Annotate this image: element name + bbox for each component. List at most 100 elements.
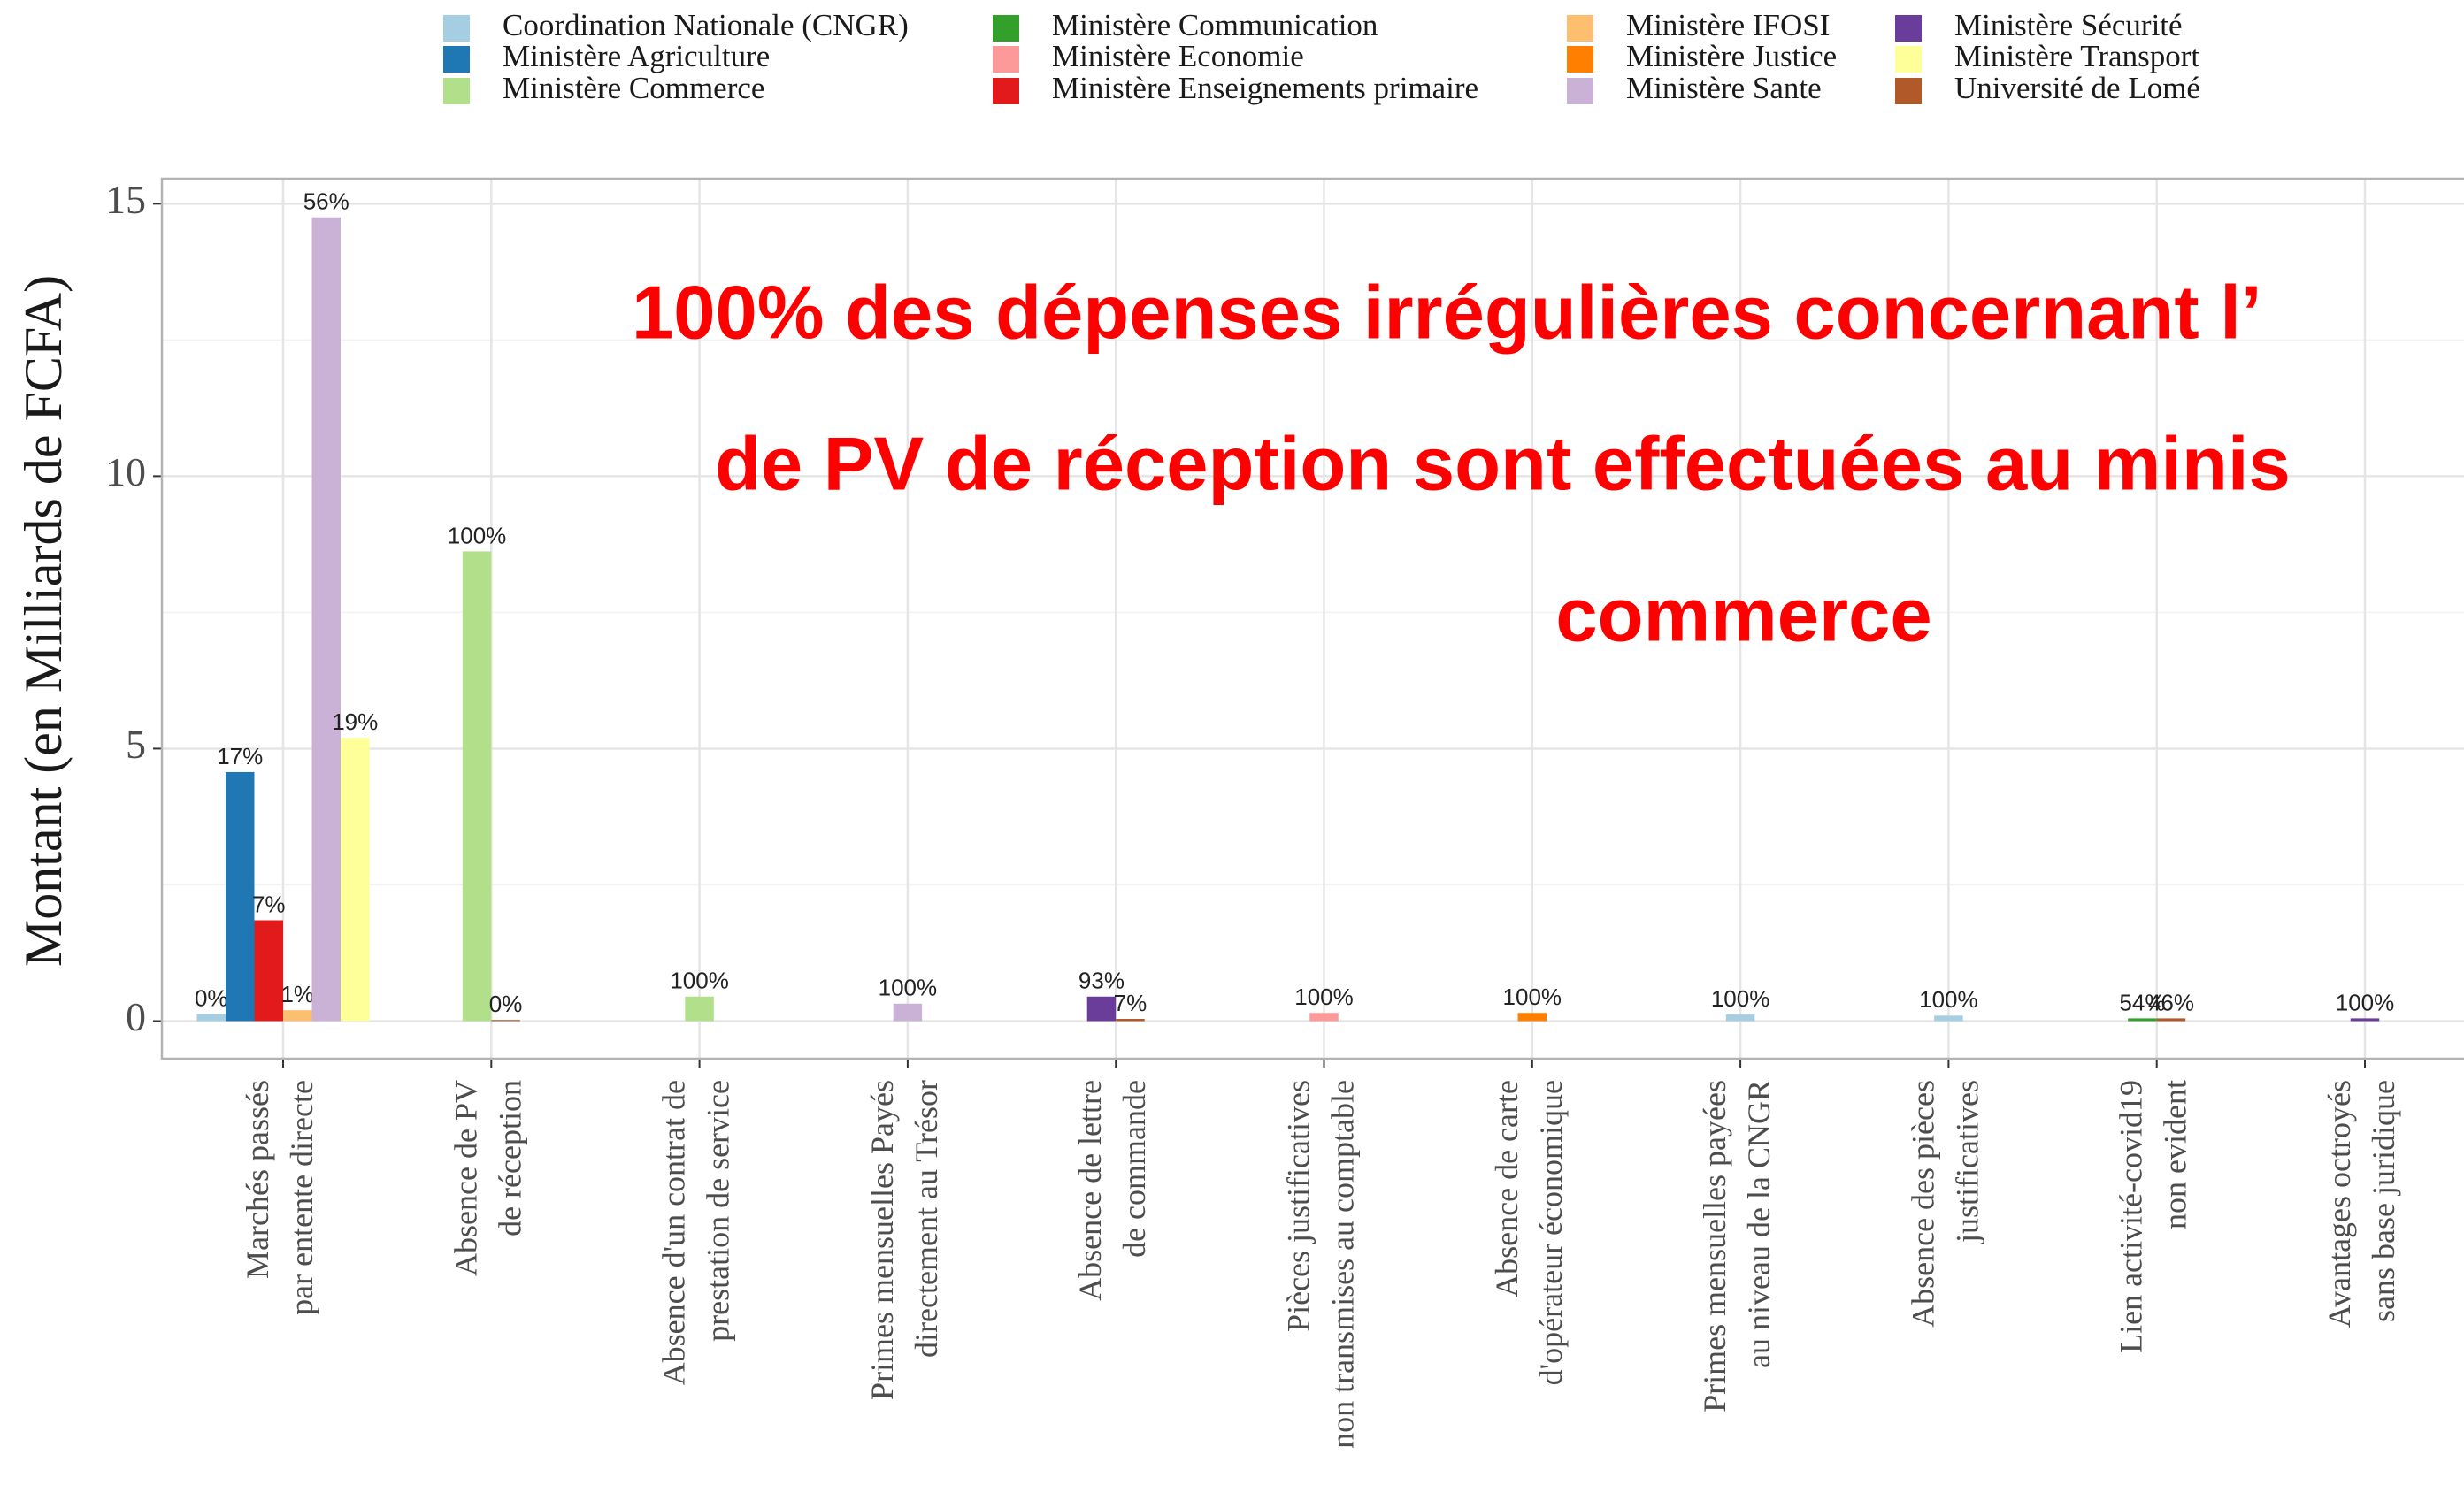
x-tick-label-line: justificatives bbox=[1950, 1080, 1985, 1244]
bar bbox=[1086, 996, 1117, 1022]
data-label: 17% bbox=[217, 743, 263, 769]
x-tick-label: Absence des pièces justificatives bbox=[1906, 1080, 1985, 1328]
x-tick-label-line: d'opérateur économique bbox=[1533, 1080, 1569, 1385]
legend-label: Ministère Enseignements primaire bbox=[1052, 71, 1478, 105]
legend-key bbox=[443, 46, 470, 73]
legend-label: Ministère Sécurité bbox=[1954, 8, 2183, 42]
data-label: 56% bbox=[303, 188, 349, 215]
x-tick-label-line: Avantages octroyés bbox=[2322, 1080, 2357, 1328]
bar bbox=[1934, 1015, 1963, 1022]
annotation: de PV de réception sont effectuées au mi… bbox=[715, 422, 2291, 506]
bar bbox=[1116, 1019, 1145, 1022]
legend-label: Ministère Economie bbox=[1052, 39, 1304, 73]
data-label: 0% bbox=[489, 991, 523, 1017]
x-tick-label-line: au niveau de la CNGR bbox=[1741, 1080, 1777, 1368]
bar bbox=[491, 1020, 520, 1022]
legend-key bbox=[443, 15, 470, 42]
bar bbox=[226, 771, 255, 1022]
bar bbox=[2350, 1018, 2380, 1022]
data-label: 7% bbox=[1114, 990, 1148, 1016]
legend-label: Ministère Commerce bbox=[503, 71, 764, 105]
bar bbox=[462, 551, 492, 1022]
legend-key bbox=[993, 46, 1019, 73]
data-label: 93% bbox=[1078, 968, 1125, 994]
data-label: 100% bbox=[448, 522, 507, 548]
data-label: 54% bbox=[2119, 989, 2165, 1015]
legend-label: Université de Lomé bbox=[1954, 71, 2200, 105]
bar bbox=[2156, 1018, 2186, 1022]
x-tick-label-line: Absence de carte bbox=[1489, 1080, 1524, 1297]
x-tick-label: Avantages octroyés sans base juridique bbox=[2322, 1080, 2401, 1328]
data-label: 100% bbox=[1503, 984, 1562, 1010]
x-tick-label: Absence de PV de réception bbox=[449, 1080, 528, 1276]
data-label: 100% bbox=[1711, 985, 1770, 1012]
data-label: 100% bbox=[2336, 989, 2395, 1015]
x-tick-label-line: Absence d'un contrat de bbox=[656, 1080, 692, 1385]
data-label: 100% bbox=[1919, 986, 1978, 1013]
x-tick-label: Absence d'un contrat de prestation de ser… bbox=[656, 1080, 736, 1385]
legend-key bbox=[443, 78, 470, 104]
x-tick-label-line: Primes mensuelles Payés bbox=[864, 1080, 900, 1400]
y-tick-label: 15 bbox=[105, 177, 146, 222]
data-label: 46% bbox=[2148, 989, 2194, 1015]
legend-label: Ministère Sante bbox=[1626, 71, 1822, 105]
x-tick-label-line: non evident bbox=[2158, 1080, 2193, 1229]
bar bbox=[311, 217, 341, 1022]
panel-border bbox=[160, 177, 2464, 1060]
x-tick-label-line: directement au Trésor bbox=[909, 1080, 944, 1358]
bar bbox=[1725, 1014, 1755, 1022]
data-label: 7% bbox=[252, 891, 286, 917]
x-tick-label-line: Pièces justificatives bbox=[1281, 1080, 1316, 1332]
legend-label: Ministère Justice bbox=[1626, 39, 1837, 73]
x-tick-label-line: non transmises au comptable bbox=[1325, 1080, 1361, 1449]
legend-label: Coordination Nationale (CNGR) bbox=[503, 8, 909, 42]
legend-key bbox=[993, 78, 1019, 104]
x-tick-label-line: sans base juridique bbox=[2366, 1080, 2401, 1322]
data-label: 100% bbox=[670, 968, 729, 994]
x-tick-label-line: Primes mensuelles payées bbox=[1697, 1080, 1732, 1412]
y-axis-title: Montant (en Milliards de FCFA) bbox=[14, 275, 73, 967]
x-tick-label: Primes mensuelles Payés directement au Tr… bbox=[864, 1080, 944, 1400]
x-tick-label-line: de réception bbox=[493, 1080, 528, 1236]
x-tick-label: Absence de lettre de commande bbox=[1072, 1080, 1152, 1301]
x-tick-label-line: Absence des pièces bbox=[1906, 1080, 1941, 1328]
data-label: 19% bbox=[332, 708, 378, 735]
x-tick-label-line: de commande bbox=[1117, 1080, 1152, 1258]
legend-label: Ministère IFOSI bbox=[1626, 8, 1830, 42]
legend-label: Ministère Transport bbox=[1954, 39, 2199, 73]
legend-key bbox=[1567, 15, 1593, 42]
data-label: 100% bbox=[1294, 984, 1354, 1010]
data-label: 100% bbox=[879, 975, 938, 1001]
bar bbox=[1517, 1013, 1547, 1022]
y-tick-label: 0 bbox=[126, 994, 146, 1039]
data-label: 0% bbox=[195, 984, 228, 1011]
x-tick-label-line: Lien activité-covid19 bbox=[2114, 1080, 2149, 1353]
bar bbox=[196, 1014, 226, 1022]
x-tick-label-line: Marchés passés bbox=[240, 1080, 275, 1279]
bar bbox=[341, 738, 370, 1022]
legend-key bbox=[1895, 78, 1922, 104]
plot-panel bbox=[162, 179, 2464, 1059]
legend-label: Ministère Communication bbox=[1052, 8, 1378, 42]
x-tick-label-line: par entente directe bbox=[284, 1080, 319, 1315]
legend-key bbox=[1895, 46, 1922, 73]
x-tick-label: Pièces justificatives non transmises au c… bbox=[1281, 1080, 1361, 1449]
data-label: 1% bbox=[280, 981, 314, 1007]
bar bbox=[2128, 1018, 2157, 1022]
y-tick-label: 5 bbox=[126, 722, 146, 767]
x-tick-label-line: prestation de service bbox=[701, 1080, 736, 1342]
x-tick-label: Lien activité-covid19 non evident bbox=[2114, 1080, 2193, 1353]
bar bbox=[893, 1003, 923, 1022]
bar bbox=[254, 920, 283, 1022]
bar bbox=[685, 996, 714, 1022]
x-tick-label: Primes mensuelles payées au niveau de la … bbox=[1697, 1080, 1777, 1412]
legend-label: Ministère Agriculture bbox=[503, 39, 770, 73]
legend-key bbox=[1567, 78, 1593, 104]
legend-key bbox=[1567, 46, 1593, 73]
legend-key bbox=[1895, 15, 1922, 42]
bar bbox=[283, 1010, 312, 1022]
y-tick-label: 10 bbox=[105, 449, 146, 494]
x-tick-label-line: Absence de lettre bbox=[1072, 1080, 1108, 1301]
x-tick-label: Marchés passés par entente directe bbox=[240, 1080, 319, 1315]
